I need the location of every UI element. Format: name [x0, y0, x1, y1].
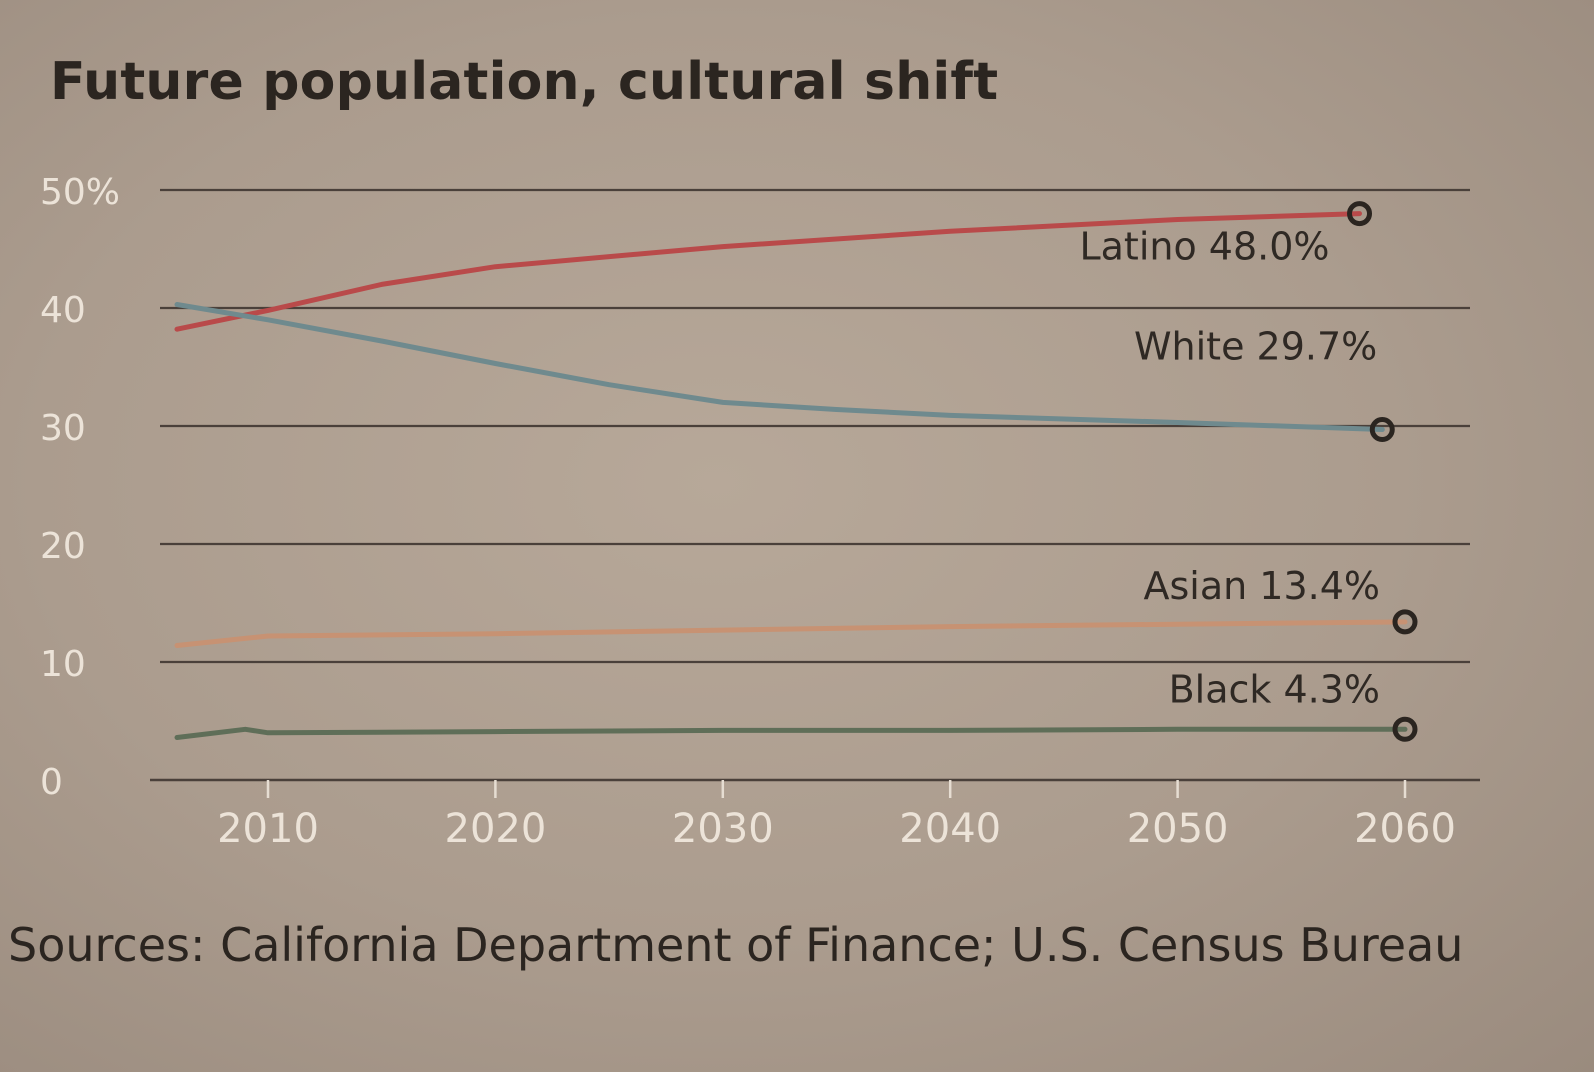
series-line-latino	[174, 211, 1362, 332]
series-line-black	[174, 726, 1408, 740]
y-tick-label-10: 10	[40, 644, 86, 685]
y-tick-label-40: 40	[40, 290, 86, 331]
y-tick-label-0: 0	[40, 762, 63, 803]
end-marker-white	[1369, 417, 1395, 443]
x-axis: 2010 2020 2030 2040 2050 2060	[150, 778, 1480, 852]
x-tick-label-2020: 2020	[445, 806, 547, 852]
series-label-black: Black 4.3%	[1169, 667, 1380, 711]
series-lines	[174, 201, 1418, 742]
series-label-white: White 29.7%	[1134, 325, 1377, 369]
x-tick-label-2050: 2050	[1127, 806, 1229, 852]
end-marker-latino	[1347, 201, 1373, 227]
end-marker-asian	[1392, 609, 1418, 635]
x-tick-label-2060: 2060	[1354, 806, 1456, 852]
end-marker-black	[1392, 716, 1418, 742]
series-line-white	[174, 302, 1385, 432]
series-line-asian	[174, 619, 1408, 648]
y-tick-label-20: 20	[40, 526, 86, 567]
chart-title: Future population, cultural shift	[50, 52, 999, 112]
y-tick-label-30: 30	[40, 408, 86, 449]
series-label-latino: Latino 48.0%	[1079, 225, 1329, 269]
series-label-asian: Asian 13.4%	[1143, 564, 1380, 608]
y-tick-label-50: 50%	[40, 172, 120, 213]
series-labels: Latino 48.0% White 29.7% Asian 13.4% Black …	[1079, 225, 1380, 712]
source-note: Sources: California Department of Financ…	[8, 918, 1464, 972]
x-tick-label-2040: 2040	[899, 806, 1001, 852]
y-tick-labels: 0 10 20 30 40 50%	[40, 172, 120, 803]
x-tick-label-2010: 2010	[217, 806, 319, 852]
x-tick-label-2030: 2030	[672, 806, 774, 852]
